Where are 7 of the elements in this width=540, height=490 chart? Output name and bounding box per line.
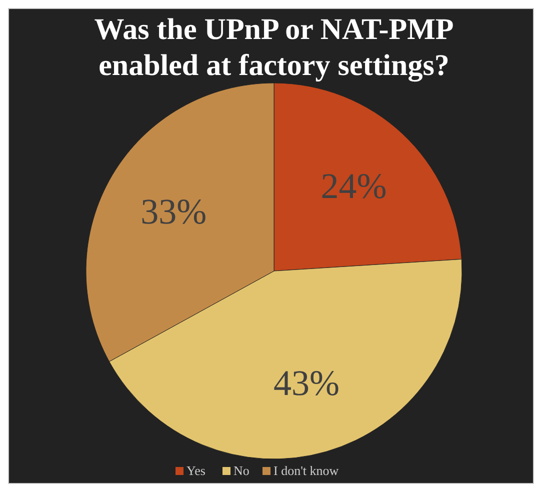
legend-label: No	[234, 463, 250, 478]
data-label: 43%	[274, 362, 340, 403]
legend-label: I don't know	[274, 463, 340, 478]
data-label: 33%	[140, 192, 207, 232]
data-label: 24%	[320, 166, 387, 206]
legend-label: Yes	[186, 463, 206, 478]
chart-title: Was the UPnP or NAT-PMP enabled at factory settings?	[94, 13, 454, 82]
